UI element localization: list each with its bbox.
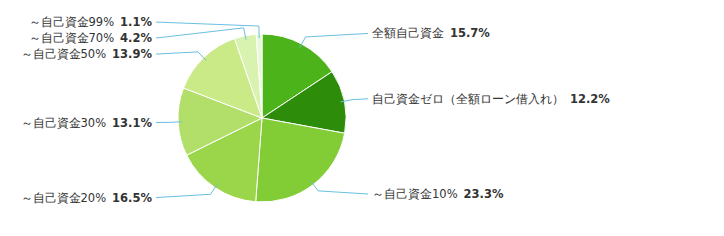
category-label: ～自己資金50% (21, 47, 107, 61)
slice-label: 全額自己資金 15.7% (372, 26, 490, 40)
category-label: 自己資金ゼロ（全額ローン借入れ） (372, 91, 564, 105)
category-label: ～自己資金10% (372, 187, 458, 201)
value-label: 1.1% (120, 15, 152, 29)
connector (156, 52, 206, 61)
slice-label: 自己資金ゼロ（全額ローン借入れ） 12.2% (372, 91, 610, 105)
value-label: 13.9% (112, 47, 152, 61)
category-label: ～自己資金20% (21, 190, 107, 204)
slice (256, 118, 345, 202)
connector (156, 28, 246, 40)
slice-label: ～自己資金20% 16.5% (21, 190, 153, 204)
connector (156, 22, 259, 38)
slices (178, 34, 346, 202)
value-label: 4.2% (120, 31, 152, 45)
value-label: 16.5% (112, 190, 152, 204)
labels: 全額自己資金 15.7% 自己資金ゼロ（全額ローン借入れ） 12.2% ～自己資金10%… (21, 15, 611, 205)
slice-label: ～自己資金50% 13.9% (21, 47, 153, 61)
chart-container: 全額自己資金 15.7% 自己資金ゼロ（全額ローン借入れ） 12.2% ～自己資金10%… (0, 0, 724, 236)
slice-label: ～自己資金30% 13.1% (21, 115, 153, 129)
value-label: 13.1% (112, 115, 152, 129)
category-label: ～自己資金70% (29, 31, 115, 45)
connector (300, 33, 368, 47)
category-label: ～自己資金99% (29, 15, 115, 29)
connector (156, 121, 182, 123)
slice-label: ～自己資金10% 23.3% (372, 187, 504, 201)
pie-chart: 全額自己資金 15.7% 自己資金ゼロ（全額ローン借入れ） 12.2% ～自己資金10%… (0, 0, 724, 236)
connector (156, 184, 217, 197)
category-label: 全額自己資金 (372, 26, 444, 40)
value-label: 15.7% (450, 26, 490, 40)
slice (256, 34, 262, 118)
category-label: ～自己資金30% (21, 115, 107, 129)
slice (235, 34, 262, 118)
value-label: 12.2% (570, 91, 610, 105)
connector (340, 99, 368, 102)
connector (311, 181, 368, 194)
slice-label: ～自己資金70% 4.2% (29, 31, 153, 45)
slice-label: ～自己資金99% 1.1% (29, 15, 153, 29)
value-label: 23.3% (464, 187, 504, 201)
